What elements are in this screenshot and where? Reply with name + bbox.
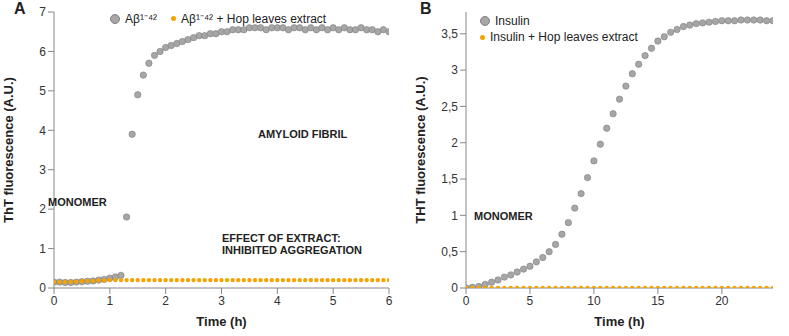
svg-text:0: 0 [463,294,470,308]
svg-text:6: 6 [386,294,393,308]
svg-text:ThT fluorescence (A.U.): ThT fluorescence (A.U.) [1,77,16,223]
svg-text:5: 5 [330,294,337,308]
svg-text:5: 5 [39,84,46,98]
svg-text:1: 1 [451,209,458,223]
html-text:Aβ¹⁻⁴²: Aβ¹⁻⁴² [125,12,158,26]
svg-text:20: 20 [715,294,729,308]
svg-text:0: 0 [51,294,58,308]
svg-text:0: 0 [451,281,458,295]
html-text:Aβ¹⁻⁴² + Hop leaves extract: Aβ¹⁻⁴² + Hop leaves extract [181,12,327,26]
svg-text:5: 5 [527,294,534,308]
svg-text:2: 2 [451,136,458,150]
svg-text:7: 7 [39,5,46,19]
svg-text:2: 2 [39,202,46,216]
svg-text:4: 4 [39,124,46,138]
svg-text:2: 2 [162,294,169,308]
svg-text:Time (h): Time (h) [196,314,246,329]
html-text:B: B [420,0,432,17]
svg-text:0: 0 [39,281,46,295]
html-text:EFFECT OF EXTRACT: INHIBITED A: EFFECT OF EXTRACT: INHIBITED AGGREGATION [222,232,362,256]
svg-text:3,5: 3,5 [441,27,458,41]
html-text:MONOMER: MONOMER [474,210,533,222]
svg-text:1: 1 [106,294,113,308]
svg-text:3: 3 [218,294,225,308]
svg-text:Time (h): Time (h) [594,314,644,329]
html-text:Insulin + Hop leaves extract: Insulin + Hop leaves extract [490,30,638,44]
html-text:AMYLOID FIBRIL: AMYLOID FIBRIL [258,128,348,140]
svg-text:6: 6 [39,45,46,59]
svg-text:4: 4 [274,294,281,308]
html-text:Insulin: Insulin [495,14,530,28]
svg-text:1: 1 [39,242,46,256]
svg-text:2,5: 2,5 [441,100,458,114]
html-text:MONOMER: MONOMER [48,196,107,208]
html-text:A: A [14,0,26,17]
svg-text:1,5: 1,5 [441,172,458,186]
svg-text:3: 3 [451,63,458,77]
svg-text:3: 3 [39,163,46,177]
svg-text:15: 15 [651,294,665,308]
svg-text:0,5: 0,5 [441,245,458,259]
svg-text:10: 10 [587,294,601,308]
svg-text:THT fluorescence (A.U.): THT fluorescence (A.U.) [413,76,428,223]
